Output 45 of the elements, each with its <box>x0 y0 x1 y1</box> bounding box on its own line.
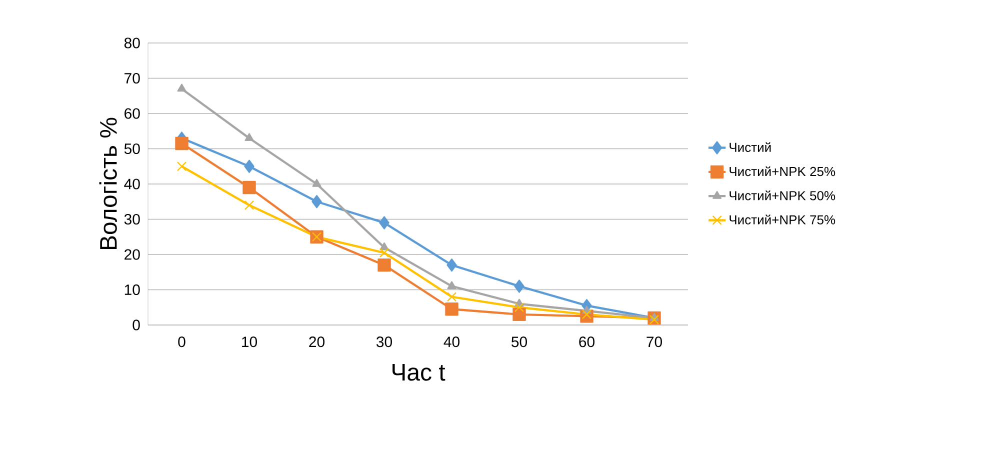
point <box>380 242 389 250</box>
point <box>447 281 456 290</box>
point <box>445 302 458 316</box>
point <box>446 292 457 302</box>
y-axis-title: Вологість % <box>99 118 117 250</box>
x-tick-label: 70 <box>646 336 662 348</box>
point <box>312 195 322 208</box>
y-tick-label: 70 <box>124 72 140 84</box>
point <box>176 162 187 172</box>
x-tick-label: 40 <box>444 336 460 348</box>
x-tick-label: 20 <box>309 336 324 348</box>
y-tick-label: 20 <box>124 249 140 260</box>
point <box>242 180 256 194</box>
point <box>514 280 524 293</box>
legend-label: Чистий+NPK 50% <box>730 190 836 200</box>
y-tick-label: 30 <box>124 214 140 225</box>
point <box>244 160 254 173</box>
y-tick-label: 10 <box>124 284 140 296</box>
x-tick-label: 0 <box>178 336 186 348</box>
point <box>175 136 188 150</box>
x-tick-label: 60 <box>579 336 594 348</box>
y-tick-label: 60 <box>124 108 140 119</box>
point <box>379 248 390 258</box>
point <box>244 200 254 210</box>
y-tick-label: 0 <box>132 320 140 330</box>
legend-label: Чистий+NPK 25% <box>730 166 836 176</box>
point <box>512 308 526 322</box>
point <box>244 133 254 142</box>
point <box>446 258 457 272</box>
legend-label: Чистий+NPK 75% <box>730 214 836 224</box>
point <box>177 84 186 92</box>
point <box>312 178 322 187</box>
x-axis-title: Час t <box>392 364 446 381</box>
point <box>379 216 390 230</box>
point <box>514 302 524 312</box>
y-tick-label: 40 <box>124 178 140 190</box>
point <box>582 310 592 320</box>
x-tick-label: 30 <box>376 336 392 348</box>
y-tick-label: 50 <box>124 143 140 154</box>
y-tick-label: 80 <box>124 38 140 48</box>
x-tick-label: 50 <box>512 336 527 348</box>
x-tick-label: 10 <box>242 336 257 348</box>
point <box>378 258 391 272</box>
point <box>649 314 660 325</box>
legend-label: Чистий <box>730 142 771 152</box>
